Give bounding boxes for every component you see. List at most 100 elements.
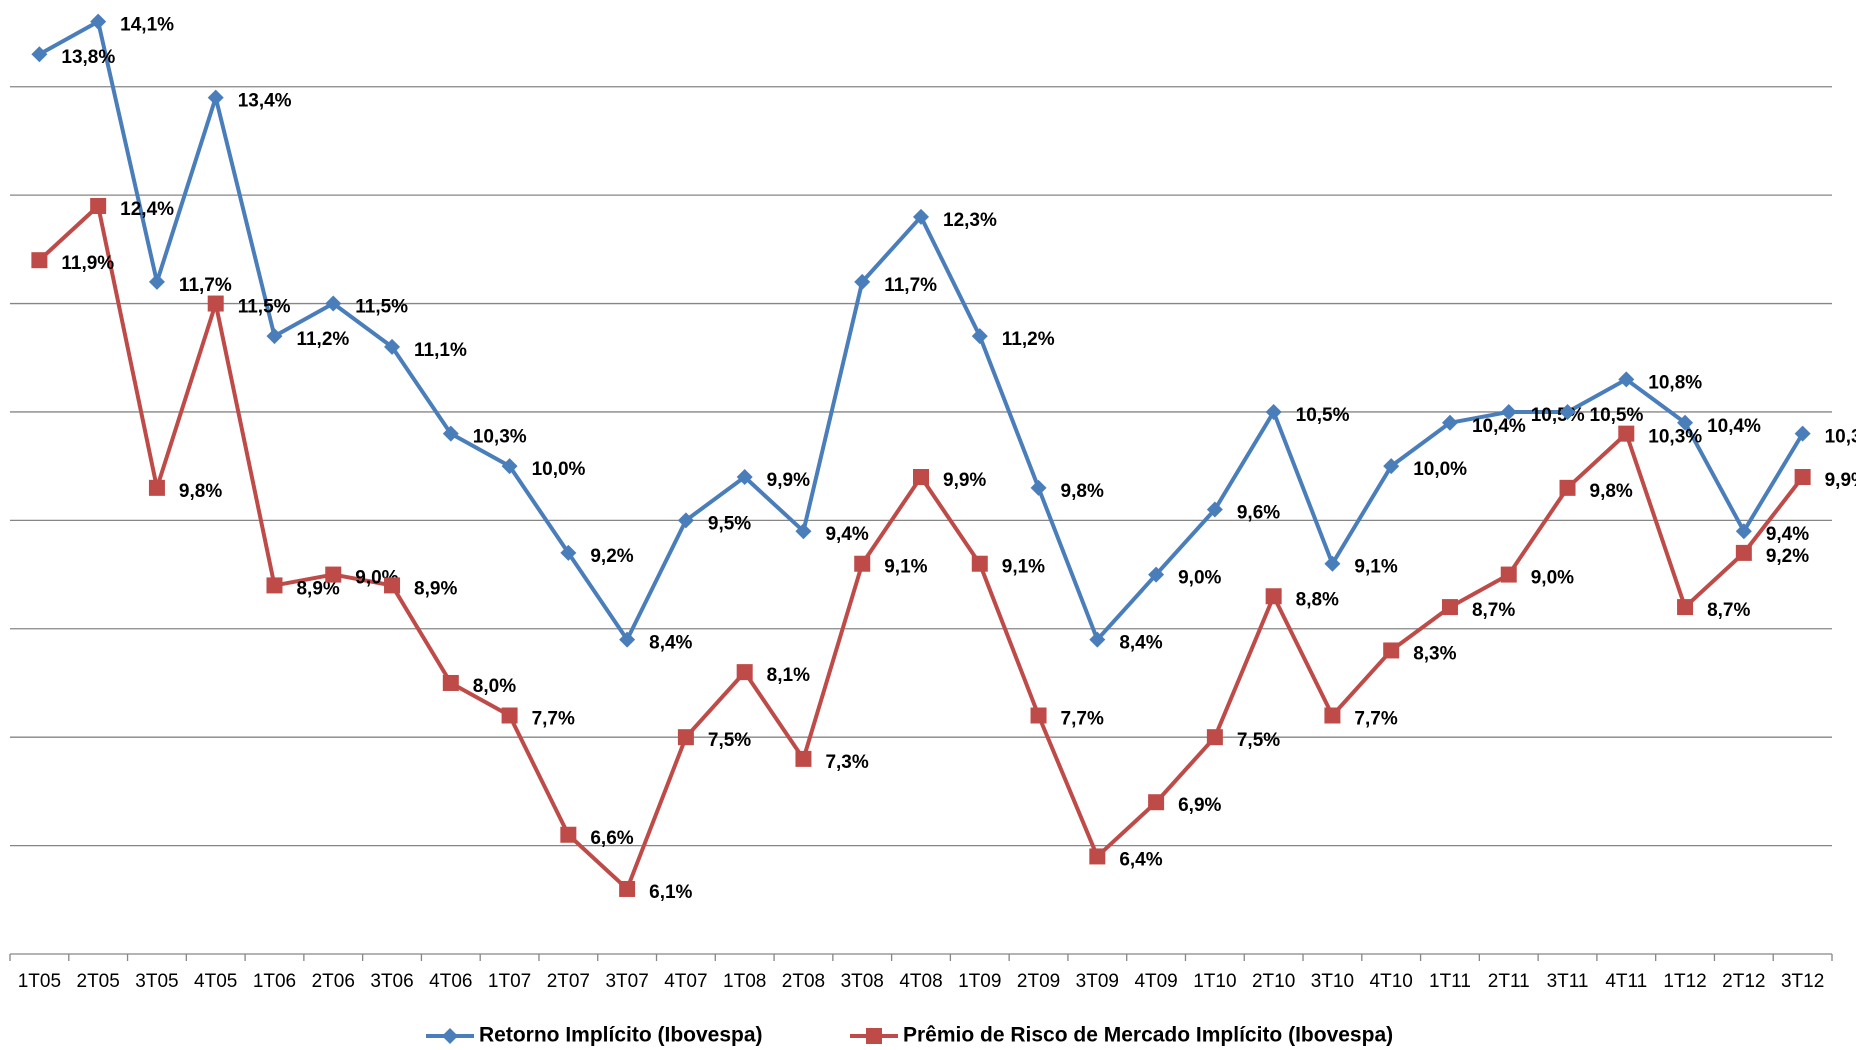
x-tick-label: 4T05 (194, 971, 237, 992)
data-label: 8,1% (767, 665, 810, 686)
data-label: 11,9% (61, 253, 114, 274)
x-tick-label: 1T09 (958, 971, 1001, 992)
point (619, 880, 636, 897)
point (1265, 588, 1282, 605)
point (1618, 371, 1635, 388)
point (1148, 566, 1165, 583)
point (1089, 848, 1106, 865)
data-label: 10,8% (1648, 372, 1702, 393)
point (677, 512, 694, 529)
data-label: 9,1% (1354, 557, 1397, 578)
data-label: 9,0% (1531, 568, 1574, 589)
data-label: 7,3% (825, 752, 868, 773)
point (501, 458, 518, 475)
point (31, 46, 48, 63)
point (619, 631, 636, 648)
data-label: 9,8% (1590, 481, 1633, 502)
point (1383, 642, 1400, 659)
data-label: 7,7% (1061, 709, 1104, 730)
x-tick-label: 4T11 (1605, 971, 1647, 992)
point (677, 729, 694, 746)
data-label: 9,2% (1766, 546, 1809, 567)
data-label: 8,9% (414, 578, 457, 599)
x-tick-label: 1T07 (488, 971, 531, 992)
point (90, 13, 107, 30)
x-tick-label: 2T08 (782, 971, 825, 992)
data-label: 6,1% (649, 882, 692, 903)
point (266, 328, 283, 345)
data-label: 11,7% (179, 275, 232, 296)
point (1794, 469, 1811, 485)
point (1030, 707, 1047, 724)
point (207, 89, 224, 106)
point (325, 295, 342, 312)
data-label: 9,6% (1237, 503, 1280, 524)
x-tick-label: 4T09 (1134, 971, 1177, 992)
point (1148, 794, 1165, 811)
point (1559, 403, 1576, 420)
data-label: 9,1% (1002, 557, 1045, 578)
data-label: 13,4% (238, 91, 292, 112)
point (913, 208, 929, 225)
point (1089, 631, 1106, 648)
data-label: 10,5% (1296, 405, 1350, 426)
data-label: 8,8% (1296, 589, 1339, 610)
x-tick-label: 1T12 (1663, 971, 1706, 992)
point (1677, 414, 1694, 431)
x-tick-label: 3T06 (370, 971, 413, 992)
x-tick-label: 2T09 (1017, 971, 1060, 992)
data-label: 9,9% (1825, 470, 1856, 491)
point (1618, 425, 1635, 442)
point (325, 566, 342, 583)
data-label: 10,0% (532, 459, 586, 480)
legend-label: Retorno Implícito (Ibovespa) (479, 1024, 763, 1047)
data-label: 7,5% (708, 730, 751, 751)
point (1441, 599, 1458, 616)
data-label: 6,9% (1178, 795, 1221, 816)
x-tick-label: 2T12 (1722, 971, 1765, 992)
point (1030, 479, 1047, 496)
point (1383, 458, 1400, 475)
point (1559, 479, 1576, 496)
x-tick-label: 3T10 (1311, 971, 1354, 992)
data-label: 9,1% (884, 557, 927, 578)
data-label: 8,4% (649, 633, 692, 654)
legend-marker (442, 1028, 458, 1044)
data-label: 7,7% (1354, 709, 1397, 730)
data-label: 9,4% (825, 524, 868, 545)
data-label: 9,4% (1766, 524, 1809, 545)
point (1500, 566, 1517, 583)
data-label: 12,4% (120, 199, 174, 220)
data-label: 8,7% (1472, 600, 1515, 621)
point (854, 273, 871, 290)
point (1735, 523, 1752, 540)
point (148, 273, 165, 290)
x-tick-label: 4T07 (664, 971, 707, 992)
point (1324, 555, 1341, 572)
data-label: 11,7% (884, 275, 937, 296)
data-label: 8,4% (1119, 633, 1162, 654)
x-tick-label: 1T08 (723, 971, 766, 992)
point (148, 479, 165, 496)
data-label: 14,1% (120, 15, 174, 36)
data-label: 12,3% (943, 210, 997, 231)
data-label: 10,3% (1825, 427, 1856, 448)
x-tick-label: 3T08 (841, 971, 884, 992)
data-label: 10,3% (473, 427, 527, 448)
x-tick-label: 2T11 (1488, 971, 1530, 992)
point (971, 555, 988, 572)
point (795, 523, 812, 540)
point (266, 577, 283, 594)
data-label: 9,8% (1061, 481, 1104, 502)
data-label: 9,8% (179, 481, 222, 502)
data-label: 9,2% (590, 546, 633, 567)
point (442, 674, 459, 691)
point (384, 577, 401, 594)
x-tick-label: 2T06 (312, 971, 355, 992)
point (501, 707, 518, 724)
data-label: 10,0% (1413, 459, 1467, 480)
point (1677, 599, 1694, 616)
x-tick-label: 3T07 (605, 971, 648, 992)
point (854, 555, 871, 572)
